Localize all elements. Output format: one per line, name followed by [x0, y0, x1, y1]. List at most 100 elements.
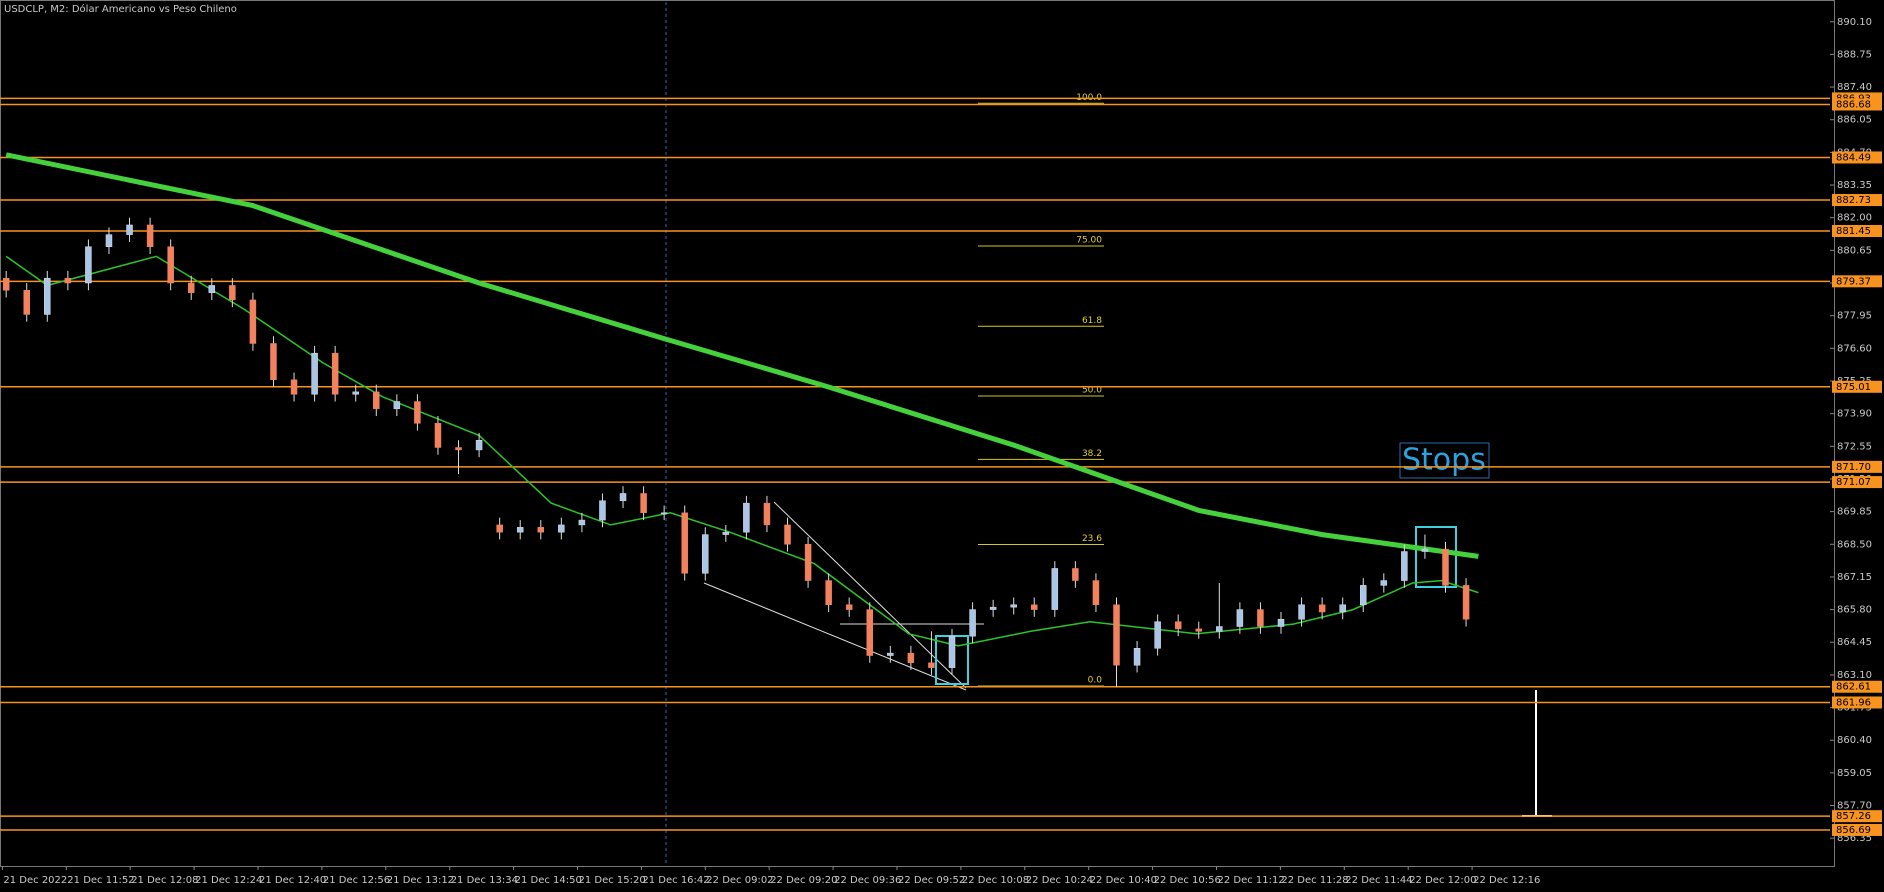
candle-body — [1421, 548, 1429, 552]
trend-line — [703, 582, 967, 691]
candle-body — [167, 246, 174, 284]
annotation-box — [1399, 442, 1490, 479]
price-level-label: 875.01 — [1836, 382, 1871, 393]
candle-body — [537, 527, 545, 533]
fib-label: 38.2 — [1082, 449, 1102, 459]
candle-body — [1236, 609, 1244, 627]
candle-body — [948, 635, 956, 668]
price-level-tag — [1832, 275, 1882, 288]
price-level-tag — [1832, 98, 1882, 111]
y-tick-label: 880.65 — [1837, 245, 1872, 256]
x-tick-label: 22 Dec 09:52 — [898, 875, 965, 886]
candle-body — [311, 352, 318, 395]
y-tick-label: 867.15 — [1837, 572, 1872, 583]
candle-body — [1339, 604, 1346, 613]
candle-body — [393, 401, 401, 410]
candle-body — [1380, 580, 1388, 586]
y-tick-label: 872.55 — [1837, 441, 1872, 452]
candle-body — [1154, 621, 1161, 649]
candle-body — [599, 500, 606, 521]
x-tick-label: 22 Dec 10:24 — [1026, 875, 1093, 886]
candle-body — [1442, 548, 1449, 586]
y-tick-label: 877.95 — [1837, 311, 1872, 322]
candle-body — [1174, 621, 1182, 630]
candle-body — [1257, 609, 1264, 627]
candle-body — [1051, 568, 1059, 610]
price-level-tag — [1832, 823, 1882, 836]
candle-body — [187, 282, 195, 293]
candle-body — [1195, 628, 1203, 632]
candle-body — [1133, 648, 1141, 666]
candle-body — [784, 524, 791, 545]
candle-body — [928, 662, 935, 668]
price-level-tag — [1832, 696, 1882, 709]
x-tick-label: 22 Dec 10:08 — [962, 875, 1029, 886]
price-level-label: 861.96 — [1836, 697, 1871, 708]
candle-body — [229, 285, 236, 301]
moving-average — [5, 255, 1479, 647]
candle-body — [660, 512, 668, 515]
trend-line — [773, 501, 967, 689]
x-tick-label: 21 Dec 13:12 — [387, 875, 454, 886]
fib-label: 61.8 — [1082, 316, 1102, 326]
x-tick-label: 22 Dec 10:56 — [1154, 875, 1221, 886]
x-tick-label: 22 Dec 09:20 — [770, 875, 837, 886]
x-tick-label: 22 Dec 10:40 — [1090, 875, 1157, 886]
x-tick-label: 21 Dec 13:34 — [451, 875, 518, 886]
candle-body — [85, 246, 92, 284]
candle-body — [331, 352, 339, 395]
candle-body — [578, 519, 586, 526]
price-level-tag — [1832, 151, 1882, 164]
x-tick-label: 21 Dec 12:56 — [323, 875, 390, 886]
y-tick-label: 890.10 — [1837, 17, 1872, 28]
x-tick-label: 21 Dec 14:50 — [515, 875, 582, 886]
candle-body — [702, 534, 709, 574]
candle-body — [434, 423, 442, 448]
candle-body — [105, 234, 113, 247]
plot-frame — [0, 0, 1835, 867]
candle-body — [989, 606, 997, 610]
y-tick-label: 857.70 — [1837, 801, 1872, 812]
candle-body — [969, 609, 976, 637]
x-tick-label: 22 Dec 09:36 — [834, 875, 901, 886]
highlight-box — [1415, 526, 1457, 588]
candle-body — [23, 290, 30, 315]
candle-body — [1072, 568, 1079, 581]
candle-body — [414, 401, 421, 424]
annotation: Stops — [1402, 443, 1486, 478]
candle-body — [249, 299, 257, 344]
candle-body — [722, 531, 730, 535]
candle-body — [496, 524, 503, 533]
candle-body — [475, 439, 483, 451]
candle-body — [373, 391, 380, 410]
y-tick-label: 883.35 — [1837, 180, 1872, 191]
x-tick-label: 21 Dec 15:20 — [579, 875, 646, 886]
y-tick-label: 876.60 — [1837, 343, 1872, 354]
price-level-label: 886.68 — [1836, 99, 1871, 110]
moving-average — [5, 152, 1479, 559]
candle-body — [516, 527, 524, 533]
y-tick-label: 860.40 — [1837, 735, 1872, 746]
fib-label: 23.6 — [1082, 534, 1102, 544]
candle-body — [1462, 585, 1470, 620]
x-tick-label: 21 Dec 12:40 — [259, 875, 326, 886]
x-tick-label: 21 Dec 12:24 — [195, 875, 262, 886]
price-level-tag — [1832, 225, 1882, 237]
candle-body — [845, 604, 853, 610]
candle-body — [558, 524, 565, 533]
candle-body — [804, 544, 812, 581]
y-tick-label: 863.10 — [1837, 670, 1872, 681]
candle-body — [887, 652, 894, 656]
candle-body — [1010, 604, 1017, 608]
x-tick-label: 21 Dec 12:08 — [131, 875, 198, 886]
y-tick-label: 869.85 — [1837, 507, 1872, 518]
price-level-tag — [1832, 194, 1882, 207]
x-tick-label: 22 Dec 09:02 — [706, 875, 773, 886]
candle-body — [1401, 551, 1408, 581]
y-tick-label: 856.35 — [1837, 833, 1872, 844]
candle-body — [640, 493, 647, 514]
price-level-tag — [1832, 460, 1882, 473]
candle-body — [1031, 604, 1038, 610]
candle-body — [146, 224, 154, 247]
